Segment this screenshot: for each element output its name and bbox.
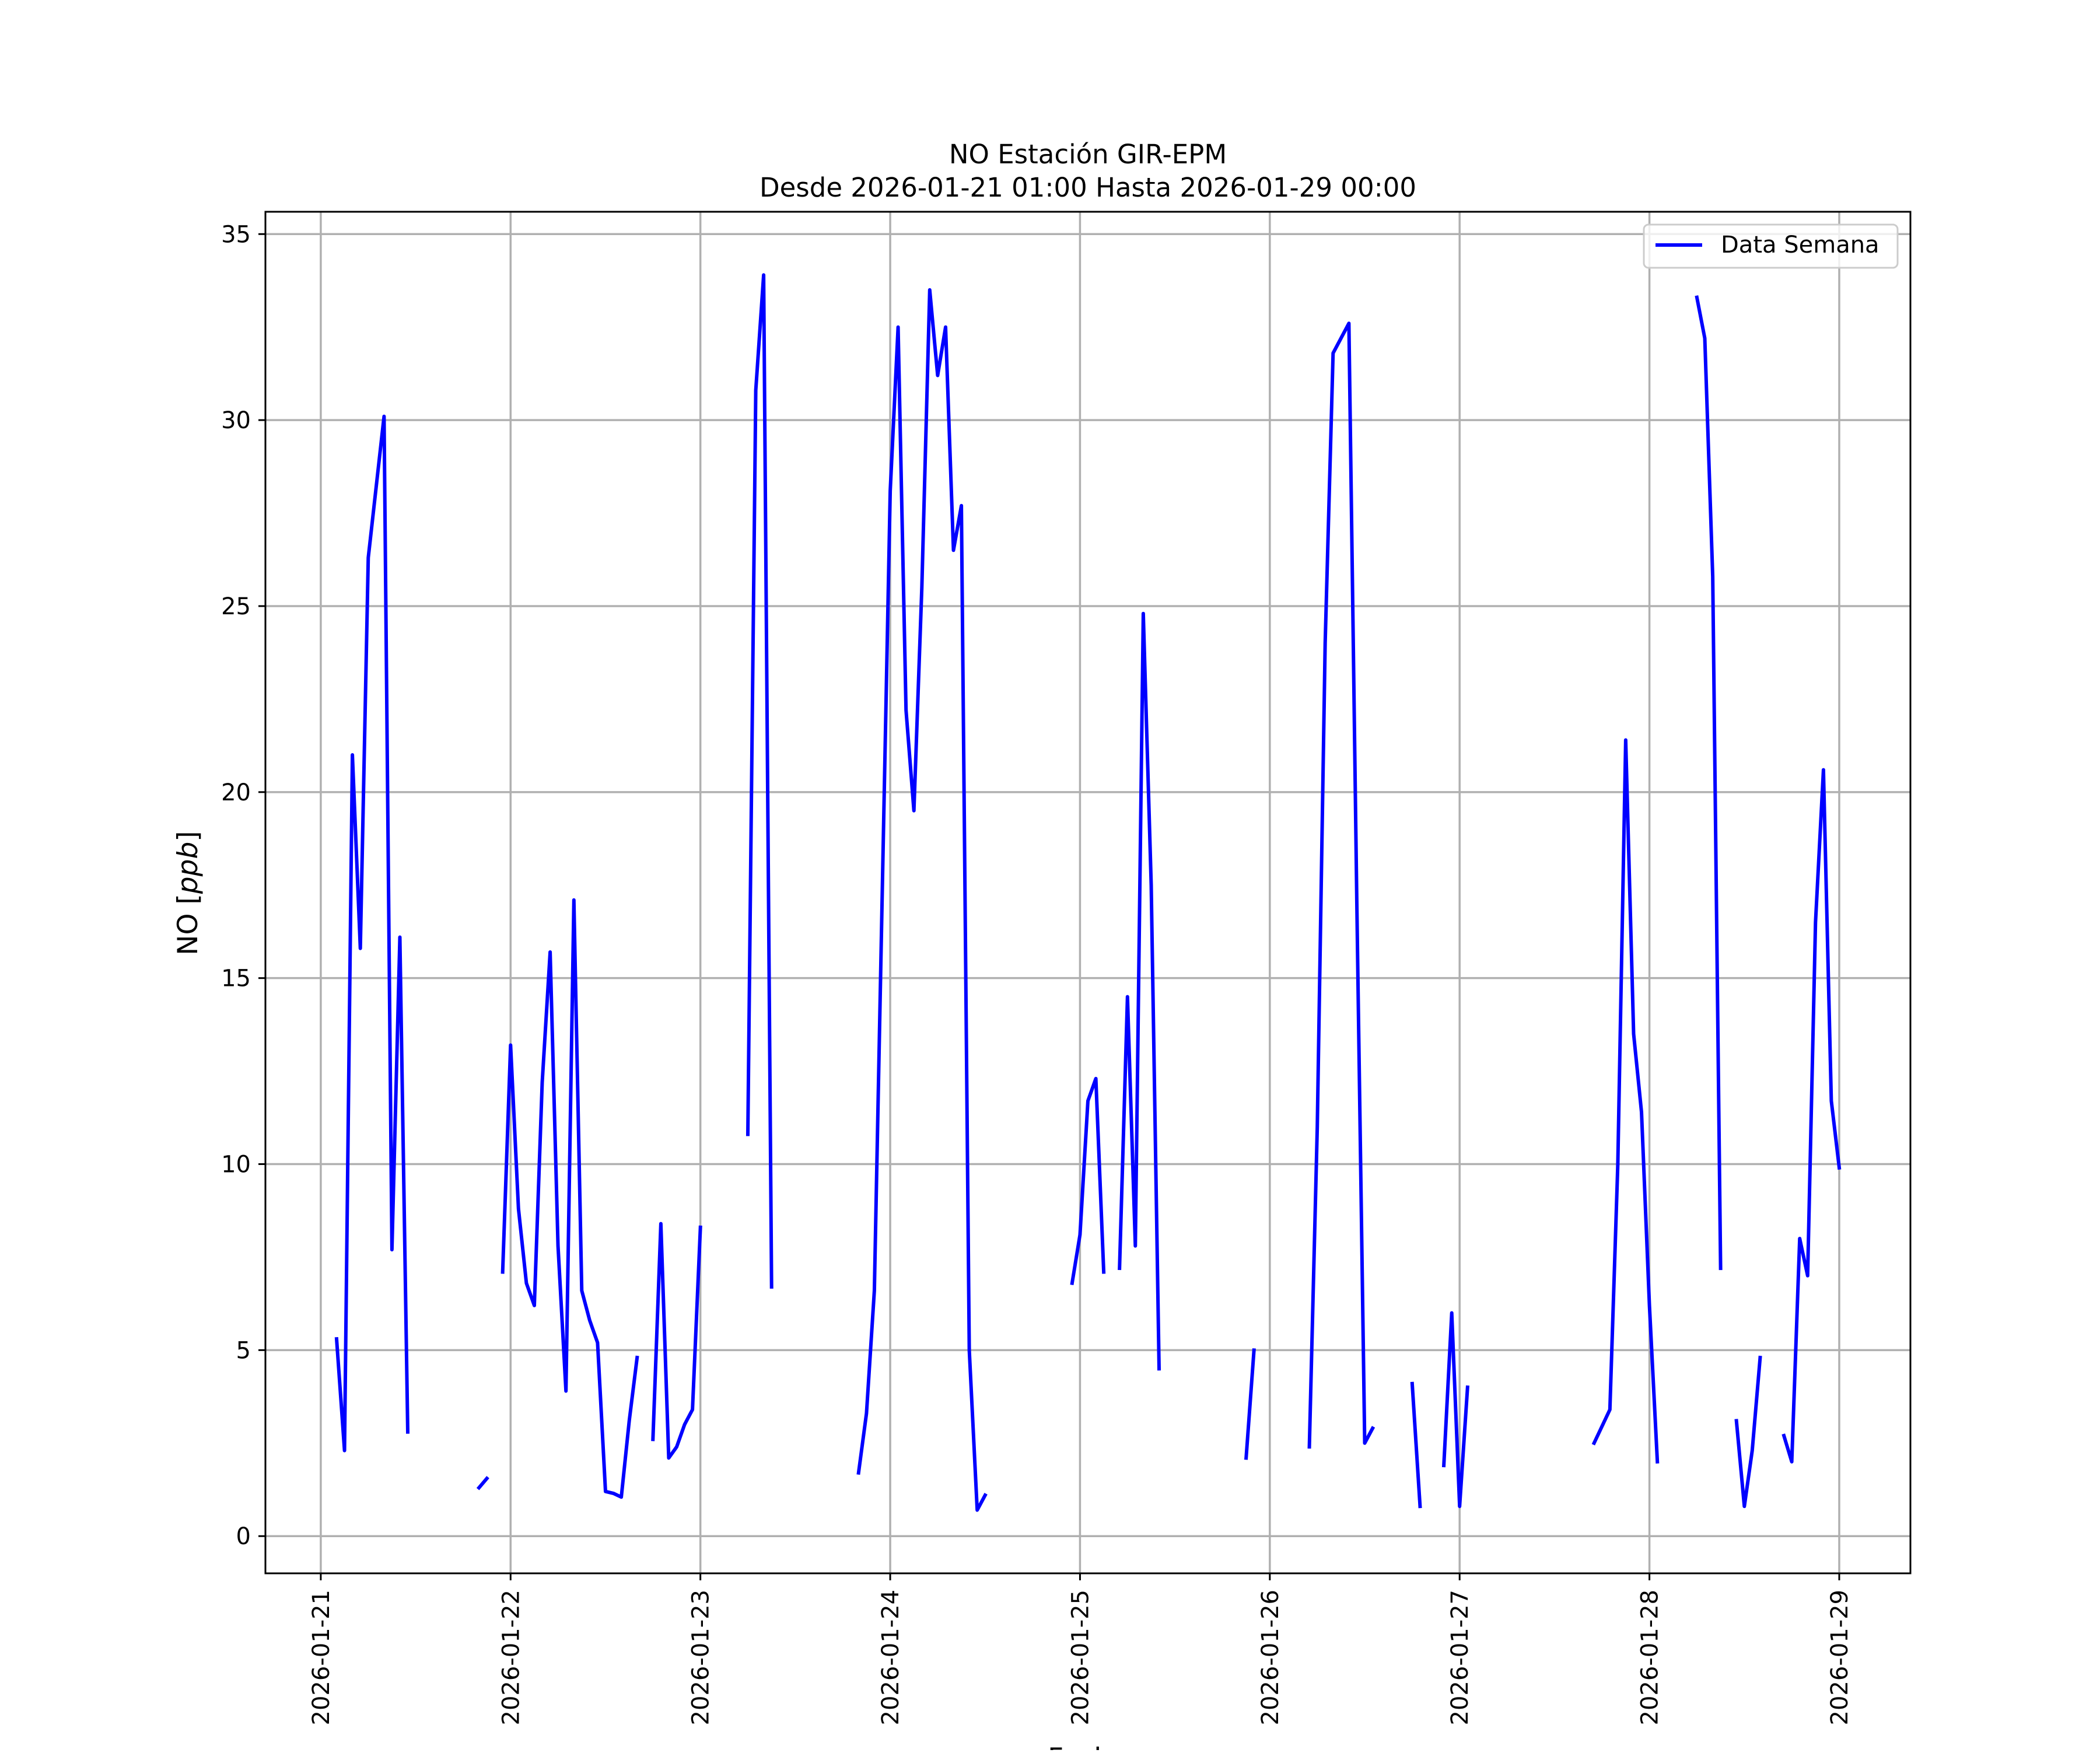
grid [265, 212, 1910, 1573]
chart-title-line1: NO Estación GIR-EPM [949, 139, 1227, 170]
legend-label-data-semana: Data Semana [1721, 232, 1880, 258]
y-tick-label: 0 [236, 1523, 251, 1550]
x-axis-label: Fecha [1048, 1742, 1128, 1750]
series-line-data-semana-segment-8 [1118, 611, 1161, 1371]
series-line-data-semana-segment-2 [476, 1476, 489, 1490]
series-line-data-semana-segment-15 [1734, 1355, 1762, 1509]
series-line-data-semana-segment-14 [1695, 295, 1723, 1271]
series-line-data-semana-segment-9 [1244, 1348, 1256, 1460]
x-tick-label: 2026-01-29 [1826, 1590, 1853, 1725]
x-tick-label: 2026-01-27 [1447, 1590, 1474, 1725]
x-tick-label: 2026-01-28 [1637, 1590, 1664, 1725]
series-line-data-semana-segment-7 [1070, 1076, 1106, 1286]
x-tick-label: 2026-01-24 [877, 1590, 904, 1725]
x-tick-label: 2026-01-21 [308, 1590, 335, 1725]
legend: Data Semana [1643, 223, 1899, 269]
y-tick-label: 35 [221, 221, 251, 248]
x-tick-label: 2026-01-25 [1067, 1590, 1094, 1725]
series-line-data-semana-segment-6 [856, 288, 988, 1512]
series-line-data-semana-segment-16 [1782, 768, 1842, 1464]
y-axis-label-prefix: NO [ [172, 894, 204, 955]
series-line-data-semana-segment-3 [501, 898, 639, 1499]
series-line-data-semana-segment-4 [651, 1222, 702, 1460]
plot-frame [264, 211, 1912, 1574]
series-line-data-semana-segment-5 [746, 273, 774, 1289]
y-axis-label-suffix: ] [172, 831, 204, 841]
y-tick-label: 20 [221, 779, 251, 806]
y-tick-label: 5 [236, 1337, 251, 1364]
series-line-data-semana-segment-10 [1307, 321, 1376, 1449]
y-axis-label: NO [ppb] [172, 831, 204, 955]
ticks: 2026-01-21 2026-01-22 2026-01-23 2026-01-24… [221, 221, 1853, 1725]
series-line-data-semana-segment-12 [1441, 1311, 1469, 1509]
y-tick-label: 10 [221, 1152, 251, 1178]
x-tick-label: 2026-01-26 [1257, 1590, 1284, 1725]
x-tick-label: 2026-01-23 [688, 1590, 715, 1725]
y-tick-label: 30 [221, 407, 251, 434]
series-line-data-semana-segment-1 [334, 414, 410, 1453]
y-tick-label: 25 [221, 593, 251, 620]
series-line-data-semana-segment-13 [1591, 738, 1660, 1464]
y-tick-label: 15 [221, 965, 251, 992]
x-tick-label: 2026-01-22 [498, 1590, 524, 1725]
legend-box [1643, 223, 1899, 269]
y-axis-label-unit: ppb [172, 842, 204, 895]
chart-title-line2: Desde 2026-01-21 01:00 Hasta 2026-01-29 … [760, 172, 1416, 203]
series-line-data-semana-segment-11 [1410, 1381, 1422, 1509]
series-layer [334, 273, 1842, 1512]
